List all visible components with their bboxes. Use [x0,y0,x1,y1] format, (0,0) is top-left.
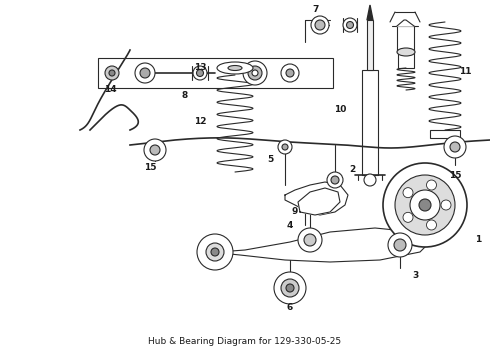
Text: 12: 12 [194,117,206,126]
Circle shape [278,140,292,154]
Circle shape [286,69,294,77]
Circle shape [383,163,467,247]
Text: 6: 6 [287,303,293,312]
Circle shape [281,279,299,297]
Circle shape [135,63,155,83]
Text: Hub & Bearing Diagram for 129-330-05-25: Hub & Bearing Diagram for 129-330-05-25 [148,338,342,346]
Text: 9: 9 [292,207,298,216]
Circle shape [444,136,466,158]
Circle shape [426,180,437,190]
Circle shape [426,220,437,230]
Text: 13: 13 [194,63,206,72]
Circle shape [394,239,406,251]
Circle shape [286,284,294,292]
Circle shape [150,145,160,155]
Circle shape [395,175,455,235]
Polygon shape [397,20,414,26]
Circle shape [410,190,440,220]
Polygon shape [210,228,430,262]
Text: 11: 11 [459,68,471,77]
Polygon shape [298,188,340,215]
Circle shape [388,233,412,257]
Circle shape [196,69,203,77]
Text: 1: 1 [475,235,481,244]
Text: 5: 5 [267,156,273,165]
Circle shape [109,70,115,76]
Circle shape [311,16,329,34]
Bar [430,130,460,138]
Circle shape [346,22,353,28]
Circle shape [248,66,262,80]
Text: 3: 3 [412,270,418,279]
Circle shape [252,70,258,76]
Bar [367,20,373,70]
Bar [362,70,378,175]
Circle shape [403,188,413,198]
Circle shape [193,66,207,80]
Bar [98,58,333,88]
Circle shape [105,66,119,80]
Circle shape [211,248,219,256]
Ellipse shape [397,48,415,56]
Text: 2: 2 [349,166,355,175]
Circle shape [298,228,322,252]
Text: 4: 4 [287,220,293,230]
Text: 7: 7 [313,5,319,14]
Circle shape [243,61,267,85]
Circle shape [206,243,224,261]
Circle shape [343,18,357,32]
Circle shape [364,174,376,186]
Circle shape [331,176,339,184]
Ellipse shape [228,66,242,71]
Text: 15: 15 [144,163,156,172]
Circle shape [281,64,299,82]
Bar [398,52,414,68]
Circle shape [282,144,288,150]
Circle shape [450,142,460,152]
Circle shape [144,139,166,161]
Text: 10: 10 [334,105,346,114]
Polygon shape [367,5,373,20]
Polygon shape [285,182,348,215]
Circle shape [274,272,306,304]
Circle shape [197,234,233,270]
Circle shape [419,199,431,211]
Circle shape [140,68,150,78]
Circle shape [315,20,325,30]
Circle shape [304,234,316,246]
Text: 15: 15 [449,171,461,180]
Circle shape [403,212,413,222]
Circle shape [441,200,451,210]
Text: 14: 14 [104,85,116,94]
Bar [397,26,414,52]
Ellipse shape [217,62,253,74]
Text: 8: 8 [182,91,188,100]
Circle shape [327,172,343,188]
